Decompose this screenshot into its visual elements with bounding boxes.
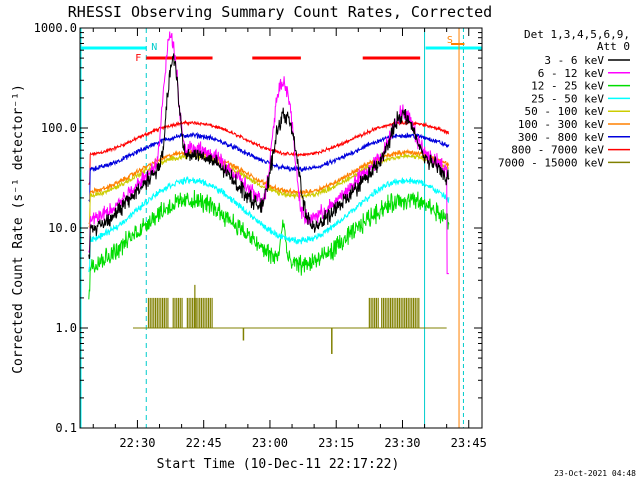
legend-label: 800 - 7000 keV (511, 144, 604, 157)
x-tick-label: 23:45 (451, 436, 487, 450)
series-line-25-50-kev (88, 175, 450, 273)
y-tick-label: 100.0 (41, 121, 77, 135)
series-line-3-6-kev (88, 53, 450, 259)
series-line-50-100-kev (88, 152, 450, 229)
footer-timestamp: 23-Oct-2021 04:48 (554, 469, 636, 478)
y-tick-label: 0.1 (55, 421, 77, 435)
annotation-n: N (151, 42, 157, 53)
chart-title: RHESSI Observing Summary Count Rates, Co… (68, 3, 492, 21)
x-tick-label: 23:15 (318, 436, 354, 450)
legend-label: 12 - 25 keV (531, 80, 604, 93)
y-tick-label: 10.0 (48, 221, 77, 235)
legend-label: 50 - 100 keV (525, 105, 605, 118)
x-tick-label: 22:45 (186, 436, 222, 450)
legend-label: 7000 - 15000 keV (498, 156, 604, 169)
x-tick-label: 22:30 (119, 436, 155, 450)
legend-label: 100 - 300 keV (518, 118, 604, 131)
series-line-6-12-kev (88, 31, 449, 275)
x-axis-label: Start Time (10-Dec-11 22:17:22) (157, 457, 400, 472)
legend-attenuator-header: Att 0 (597, 40, 630, 53)
plot-frame (79, 27, 483, 429)
series-line-800-7000-kev (88, 119, 449, 186)
x-tick-label: 23:30 (384, 436, 420, 450)
plot-area: FN S 1000.0 100.0 10.0 1.0 0.1 22:30 22:45 23:00 2… (34, 21, 487, 450)
annotation-s: S (447, 35, 453, 46)
legend-label: 25 - 50 keV (531, 92, 604, 105)
y-axis-label: Corrected Count Rate (s⁻¹ detector⁻¹) (11, 84, 26, 374)
legend-label: 300 - 800 keV (518, 131, 604, 144)
legend-label: 6 - 12 keV (538, 67, 605, 80)
legend-label: 3 - 6 keV (544, 54, 604, 67)
y-tick-label: 1000.0 (34, 21, 77, 35)
series-line-12-25-kev (88, 189, 450, 300)
legend-detector-header: Det 1,3,4,5,6,9, (524, 28, 630, 41)
x-tick-label: 23:00 (252, 436, 288, 450)
annotation-f: F (135, 53, 141, 64)
y-tick-label: 1.0 (55, 321, 77, 335)
series-line-300-800-kev (88, 131, 450, 203)
